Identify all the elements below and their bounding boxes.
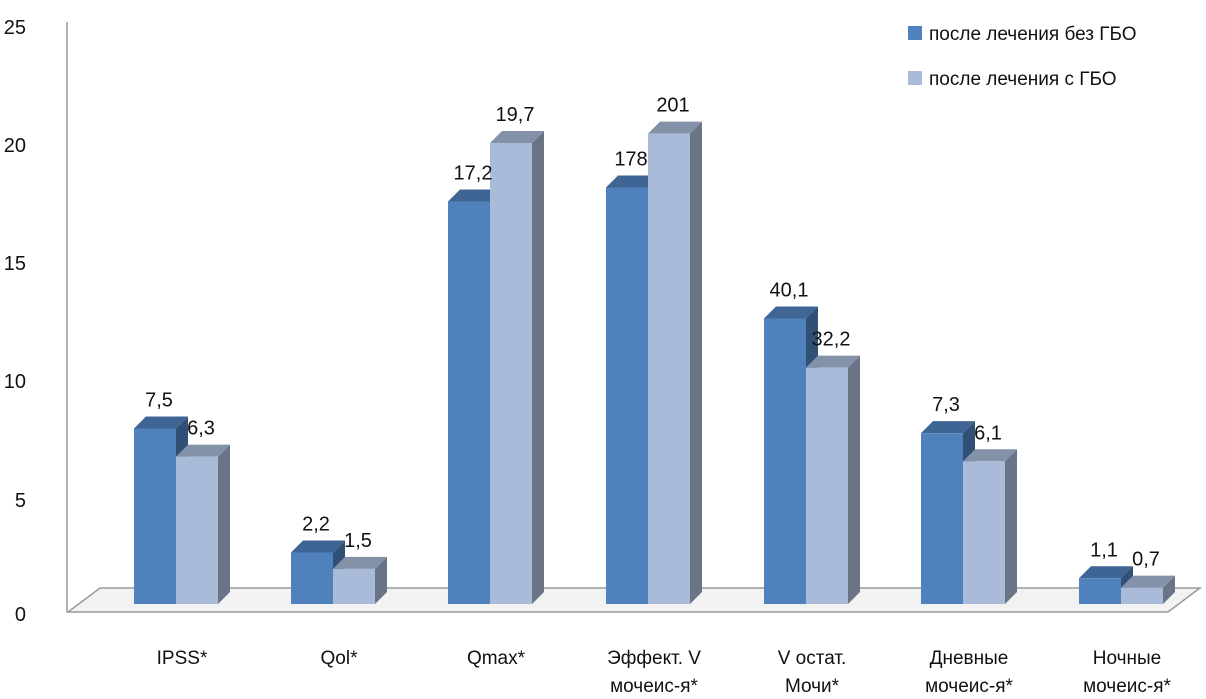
bar-with-hbo [1121,575,1175,604]
bar-front [963,461,1005,604]
legend-swatch [908,71,922,85]
bar-top [764,306,818,319]
y-tick-label: 5 [15,490,26,512]
bar-side [375,556,387,604]
y-tick-label: 20 [4,135,26,157]
data-label: 7,3 [932,394,960,416]
x-tick-label: IPSS* [157,648,208,669]
bar-top [606,175,660,188]
x-tick-label: Qmax* [467,648,526,669]
bar-top [921,421,975,434]
bar-top [448,189,502,202]
bar-front [806,367,848,604]
bar-front [1079,578,1121,604]
data-label: 1,5 [344,530,372,552]
data-label: 201 [656,95,689,117]
bar-side [848,355,860,604]
bar-top [806,355,860,368]
x-tick-label: Qol* [321,648,359,669]
data-label: 7,5 [145,390,173,412]
bar-with-hbo [176,444,230,604]
bar-side [1005,449,1017,604]
data-label: 40,1 [770,280,809,302]
bar-with-hbo [806,355,860,604]
bar-top [1121,575,1175,588]
data-label: 32,2 [812,329,851,351]
data-label: 19,7 [496,104,535,126]
bar-top [176,444,230,457]
legend-label: после лечения без ГБО [929,24,1137,45]
data-labels: 7,5 6,3 2,2 1,5 17,2 19,7 178 201 40,1 32,2 7,3 6,1… [145,95,1160,571]
bar-side [532,131,544,604]
x-tick-label: Ночные мочеис-я* [1083,648,1171,697]
data-label: 178 [614,148,647,170]
bar-top [963,449,1017,462]
bar-side [690,121,702,604]
bar-side [1163,575,1175,604]
y-axis: 0 5 10 15 20 25 [4,17,68,626]
bar-top [291,540,345,553]
legend-label: после лечения с ГБО [929,69,1117,90]
y-tick-label: 0 [15,604,26,626]
y-tick-label: 25 [4,17,26,39]
bar-front [764,318,806,604]
data-label: 1,1 [1090,539,1118,561]
bar-top [490,131,544,144]
bar-front [176,456,218,604]
data-label: 0,7 [1132,549,1160,571]
bar-top [333,556,387,569]
bar-with-hbo [648,121,702,604]
bar-top [1079,566,1133,579]
y-tick-label: 10 [4,371,26,393]
bar-front [648,133,690,604]
x-tick-label: V остат. Мочи* [778,648,847,697]
data-label: 6,3 [187,418,215,440]
bar-front [448,201,490,604]
bar-front [1121,587,1163,604]
bars [134,121,1175,605]
bar-front [606,187,648,605]
data-label: 2,2 [302,514,330,536]
bar-top [648,121,702,134]
data-label: 17,2 [454,163,493,185]
bar-with-hbo [490,131,544,604]
x-tick-label: Дневные мочеис-я* [925,648,1013,697]
bar-front [333,568,375,604]
bar-with-hbo [333,556,387,604]
bar-front [291,552,333,604]
bar-side [218,444,230,604]
bar-top [134,416,188,429]
legend: после лечения без ГБО после лечения с ГБО [908,24,1137,90]
legend-swatch [908,26,922,40]
bar-front [134,428,176,604]
bar-front [921,433,963,604]
bar-with-hbo [963,449,1017,604]
bar-front [490,143,532,604]
y-tick-label: 15 [4,253,26,275]
data-label: 6,1 [974,422,1002,444]
